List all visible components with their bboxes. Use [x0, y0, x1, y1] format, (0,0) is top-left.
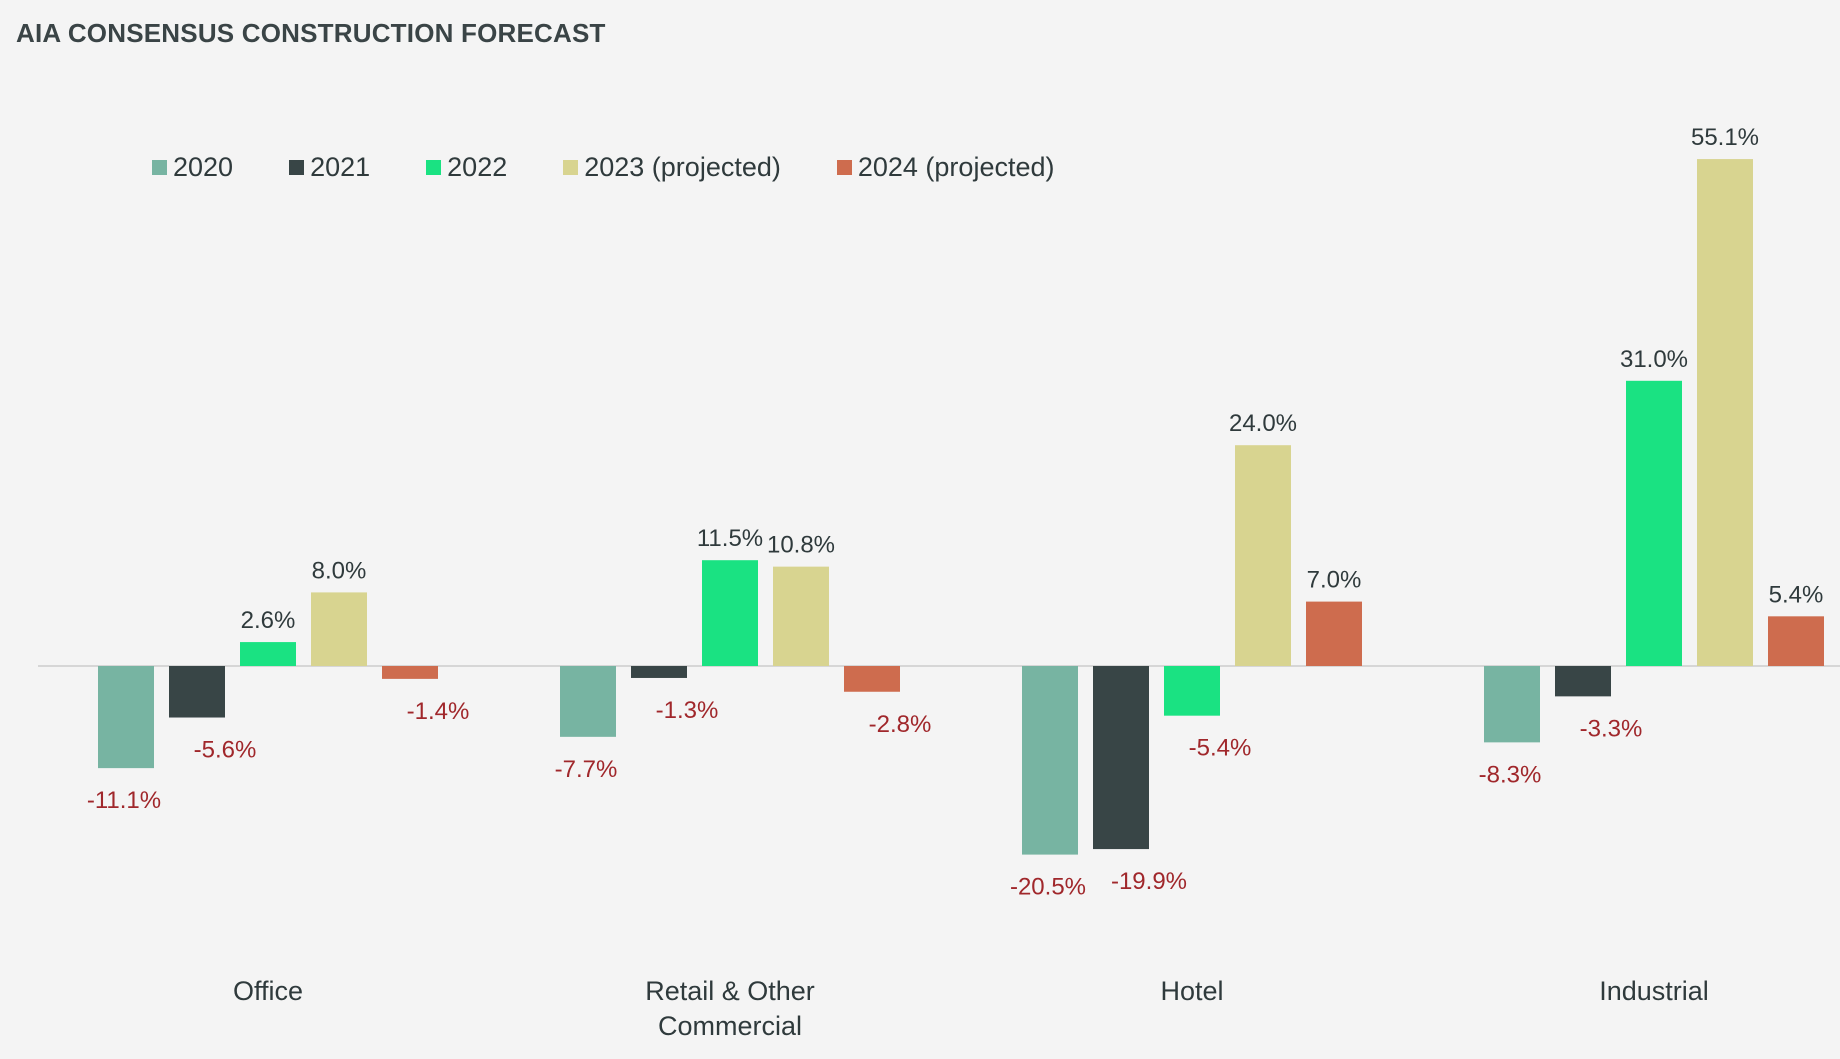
data-label: -1.3% — [656, 697, 719, 724]
legend-swatch — [152, 160, 167, 175]
data-label: -1.4% — [407, 698, 470, 725]
data-label: 31.0% — [1620, 346, 1688, 373]
bar — [1484, 666, 1540, 743]
data-label: -20.5% — [1010, 874, 1086, 901]
bar — [1626, 380, 1682, 666]
bar — [311, 592, 367, 666]
chart-title: AIA CONSENSUS CONSTRUCTION FORECAST — [16, 18, 606, 48]
category-label: Office — [233, 976, 303, 1006]
bar — [560, 666, 616, 737]
bar — [169, 666, 225, 718]
data-label: -19.9% — [1111, 868, 1187, 895]
bar — [631, 666, 687, 678]
legend-label: 2021 — [310, 152, 371, 182]
data-label: -5.4% — [1189, 735, 1252, 762]
legend-swatch — [426, 160, 442, 175]
bar — [1235, 445, 1291, 666]
legend-label: 2023 (projected) — [584, 152, 781, 182]
bar — [702, 560, 758, 666]
data-label: -8.3% — [1479, 761, 1542, 788]
bar — [382, 666, 438, 679]
legend-item: 2020 — [152, 152, 233, 183]
legend-item: 2024 (projected) — [836, 152, 1055, 183]
data-label: 24.0% — [1229, 410, 1297, 437]
bar — [1022, 666, 1078, 855]
bar — [1697, 159, 1753, 666]
legend-swatch — [289, 160, 305, 175]
data-label: 10.8% — [767, 532, 835, 559]
category-label: Hotel — [1160, 976, 1223, 1006]
legend-label: 2024 (projected) — [857, 152, 1055, 182]
data-label: -2.8% — [869, 711, 932, 738]
data-label: -11.1% — [87, 787, 161, 814]
category-label: Retail & Other — [645, 976, 815, 1006]
category-label: Industrial — [1599, 976, 1709, 1006]
bar — [773, 566, 829, 666]
legend-item: 2023 (projected) — [563, 152, 781, 183]
data-label: -7.7% — [555, 756, 618, 783]
bar — [1768, 616, 1824, 666]
bar — [98, 666, 154, 769]
data-label: -3.3% — [1580, 715, 1643, 742]
bar — [1555, 666, 1611, 697]
data-label: 8.0% — [312, 557, 367, 584]
data-label: 11.5% — [697, 525, 763, 552]
legend-item: 2022 — [426, 152, 507, 183]
data-label: 2.6% — [241, 607, 296, 634]
data-label: 55.1% — [1691, 124, 1759, 151]
legend: 2020 2021 2022 2023 (projected) 2024 (projec… — [152, 152, 1054, 183]
data-label: 7.0% — [1307, 567, 1362, 594]
bar — [1164, 666, 1220, 716]
legend-item: 2021 — [289, 152, 370, 183]
legend-swatch — [836, 160, 852, 175]
bar — [240, 642, 296, 666]
data-label: 5.4% — [1769, 581, 1824, 608]
category-label: Commercial — [658, 1011, 802, 1041]
legend-swatch — [563, 160, 579, 175]
bar — [1093, 666, 1149, 850]
legend-label: 2020 — [173, 152, 234, 182]
bar — [1306, 601, 1362, 666]
data-label: -5.6% — [194, 737, 257, 764]
bar — [844, 666, 900, 692]
legend-label: 2022 — [447, 152, 508, 182]
